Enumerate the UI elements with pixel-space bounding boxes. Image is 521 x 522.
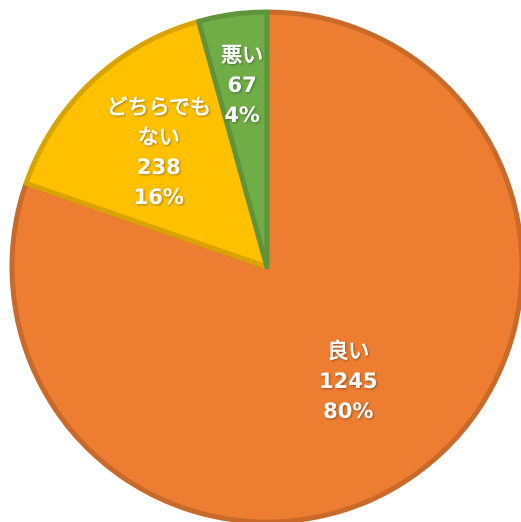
slice-label: 悪い 67 4%	[183, 40, 301, 130]
category-label: どちらでもない	[106, 94, 211, 149]
slice-label: 良い 1245 80%	[289, 336, 407, 426]
percent-label: 80%	[323, 399, 374, 424]
percent-label: 16%	[133, 184, 184, 209]
pie-slice	[196, 9, 270, 270]
slice-label: どちらでもない 238 16%	[100, 92, 218, 212]
value-label: 67	[227, 73, 257, 98]
category-label: 良い	[327, 339, 370, 364]
value-label: 238	[136, 154, 181, 179]
category-label: 悪い	[221, 43, 264, 68]
pie-slice	[23, 18, 270, 270]
percent-label: 4%	[224, 103, 260, 128]
value-label: 1245	[319, 369, 378, 394]
